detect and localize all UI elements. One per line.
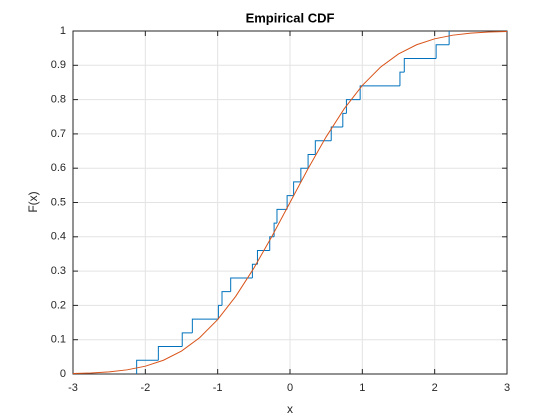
- ecdf-step: [399, 71, 405, 86]
- y-tick-label: 0.5: [51, 196, 66, 208]
- ecdf-step: [217, 304, 223, 320]
- y-axis-label: F(x): [26, 191, 40, 212]
- ecdf-step: [191, 318, 219, 333]
- ecdf-step: [359, 85, 400, 100]
- ecdf-step: [314, 140, 332, 155]
- ecdf-step: [181, 332, 193, 347]
- ecdf-step: [221, 291, 231, 306]
- y-tick-label: 0: [60, 368, 66, 380]
- ecdf-step: [276, 208, 288, 224]
- y-tick-label: 0.9: [51, 59, 66, 71]
- ecdf-step: [403, 57, 437, 73]
- x-tick-label: 3: [504, 382, 510, 394]
- x-axis-label: x: [287, 402, 293, 416]
- ecdf-step: [157, 346, 183, 361]
- ecdf-step: [136, 359, 159, 374]
- ecdf-step: [286, 195, 294, 210]
- y-tick-label: 1: [60, 25, 66, 37]
- y-tick-label: 0.3: [51, 265, 66, 277]
- ecdf-step: [293, 181, 301, 196]
- y-tick-label: 0.4: [51, 231, 66, 243]
- ecdf-step: [435, 44, 450, 59]
- ecdf-step: [307, 153, 316, 169]
- x-tick-label: 0: [287, 382, 293, 394]
- cdf-line: [72, 30, 508, 375]
- chart-title: Empirical CDF: [246, 10, 335, 25]
- y-tick-label: 0.1: [51, 334, 66, 346]
- ecdf-step: [345, 99, 361, 114]
- plot-frame: [72, 30, 508, 375]
- ecdf-step: [300, 167, 309, 182]
- ecdf-step: [342, 112, 347, 128]
- y-tick-label: 0.8: [51, 94, 66, 106]
- x-tick-label: -1: [213, 382, 223, 394]
- x-tick-label: 1: [359, 382, 365, 394]
- ecdf-step: [330, 126, 343, 141]
- y-tick-label: 0.2: [51, 299, 66, 311]
- y-tick-label: 0.7: [51, 128, 66, 140]
- x-tick-label: -3: [68, 382, 78, 394]
- ecdf-step: [230, 277, 253, 292]
- y-tick-label: 0.6: [51, 162, 66, 174]
- x-tick-label: 2: [432, 382, 438, 394]
- x-tick-label: -2: [140, 382, 150, 394]
- ecdf-step: [256, 250, 270, 265]
- ecdf-step: [269, 236, 275, 251]
